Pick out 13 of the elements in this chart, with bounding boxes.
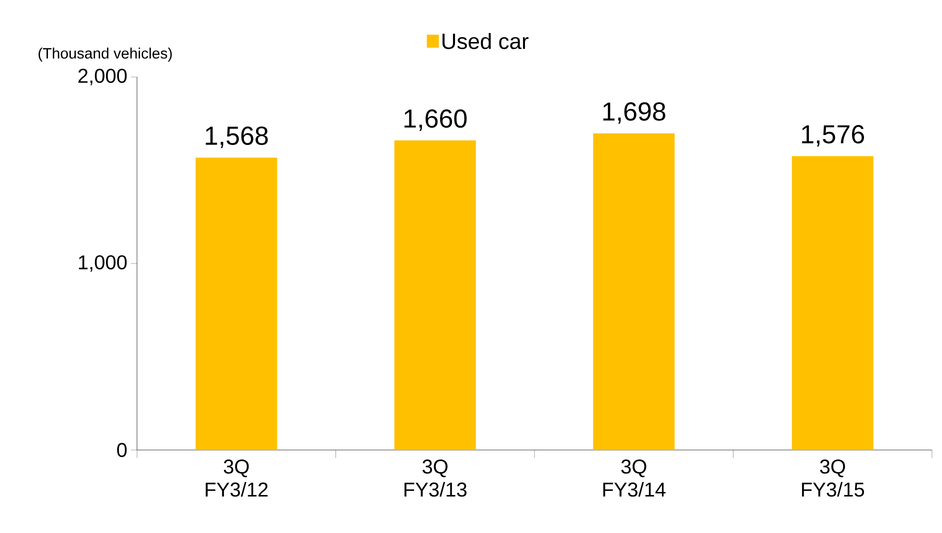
text: 1,698 xyxy=(603,102,666,124)
legend-label: Used car xyxy=(442,32,528,50)
y-tick-label: 2,000 xyxy=(78,68,127,86)
text: 1,568 xyxy=(206,126,268,148)
text: 1,576 xyxy=(802,125,864,147)
x-tick-label: 3Q FY3/14 xyxy=(603,460,666,497)
y-tick-label: 0 xyxy=(117,442,127,458)
x-tick-label: 3Q FY3/15 xyxy=(802,460,864,497)
x-tick-label: 3Q FY3/12 xyxy=(206,460,268,497)
y-axis-title: (Thousand vehicles) xyxy=(38,48,172,62)
x-tick-label: 3Q FY3/13 xyxy=(404,460,466,497)
text: 1,660 xyxy=(404,109,467,131)
y-tick-label: 1,000 xyxy=(78,255,127,272)
